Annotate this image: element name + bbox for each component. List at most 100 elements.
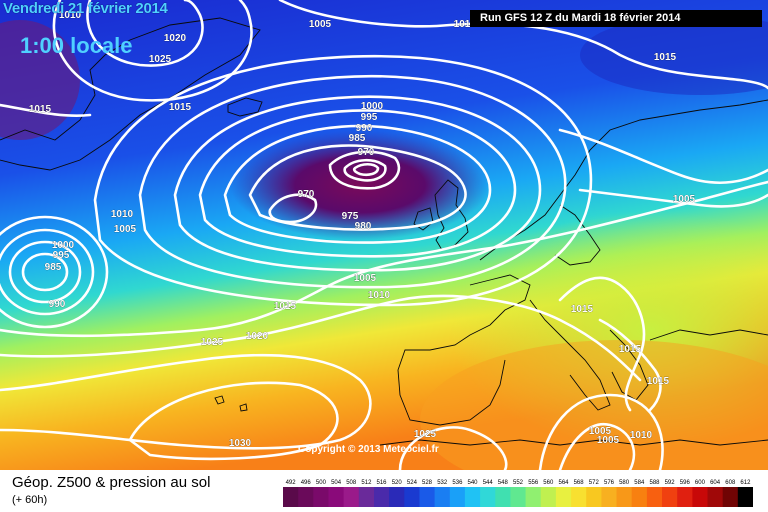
pressure-label: 990 xyxy=(49,299,66,310)
legend-swatch xyxy=(343,487,360,507)
isobar-1020-band xyxy=(0,294,642,382)
copyright-notice: Copyright © 2013 Meteociel.fr xyxy=(298,444,439,455)
isobar-1025-greenland xyxy=(86,0,204,67)
pressure-label: 985 xyxy=(45,262,62,273)
pressure-label: 970 xyxy=(358,147,375,158)
pressure-label: 1015 xyxy=(274,301,297,312)
legend-swatch xyxy=(707,487,724,507)
pressure-label: 985 xyxy=(349,133,366,144)
legend-tick-label: 536 xyxy=(452,480,463,486)
isobar-985-atlantic xyxy=(248,144,467,231)
legend-tick-label: 556 xyxy=(528,480,539,486)
legend-swatch xyxy=(601,487,618,507)
isobar-1015-greenland xyxy=(0,103,92,117)
legend-swatch xyxy=(328,487,345,507)
legend-swatch xyxy=(358,487,375,507)
pressure-label: 1000 xyxy=(361,101,384,112)
pressure-label: 1005 xyxy=(597,435,620,446)
italy-coast xyxy=(529,299,611,411)
ireland-coast xyxy=(413,207,434,231)
britain-coast xyxy=(434,179,469,251)
legend-tick-labels: 492 496 500 504 508 512 516 520 524 528 532 536 540 5… xyxy=(286,480,751,486)
legend-tick-label: 568 xyxy=(574,480,585,486)
france-iberia-coast xyxy=(397,274,531,426)
pressure-label: 970 xyxy=(298,189,315,200)
pressure-label: 1025 xyxy=(201,337,224,348)
legend-tick-label: 564 xyxy=(558,480,569,486)
pressure-label: 1015 xyxy=(29,104,52,115)
black-sea-coast xyxy=(649,329,768,341)
legend-tick-label: 604 xyxy=(710,480,721,486)
pressure-label: 1010 xyxy=(368,290,391,301)
color-scale-legend: 492 496 500 504 508 512 516 520 524 528 532 536 540 5… xyxy=(283,480,753,507)
legend-swatch xyxy=(571,487,587,507)
legend-swatch xyxy=(495,487,511,507)
legend-swatch xyxy=(283,487,299,507)
isobar-1000-west xyxy=(0,215,109,329)
isobar-1030-azores xyxy=(128,381,339,461)
pressure-label: 980 xyxy=(355,221,372,232)
legend-swatch xyxy=(374,487,390,507)
isobar-970-secondary xyxy=(268,193,318,224)
pressure-label: 1025 xyxy=(149,54,172,65)
legend-swatch xyxy=(646,487,663,507)
baltic-coast xyxy=(554,204,601,266)
pressure-map: 1010 1005 1020 1025 1015 1015 1015 101 1… xyxy=(0,0,768,470)
isobar-975-core xyxy=(343,158,387,182)
isobar-1015-north xyxy=(278,0,768,90)
legend-swatch xyxy=(737,487,753,507)
balkans-coast xyxy=(609,329,649,401)
legend-swatch xyxy=(449,487,466,507)
legend-swatch xyxy=(525,487,542,507)
legend-tick-label: 496 xyxy=(301,480,312,486)
isobar-985-west xyxy=(21,252,69,292)
legend-swatch xyxy=(510,487,527,507)
isobar-1015-balkans xyxy=(558,276,646,412)
isobar-1010-scandinavia xyxy=(558,128,768,184)
pressure-label: 1010 xyxy=(111,209,134,220)
isobar-980-core xyxy=(328,150,401,190)
pressure-label: 1015 xyxy=(169,102,192,113)
pressure-label: 1030 xyxy=(229,438,252,449)
legend-swatch xyxy=(540,487,557,507)
legend-tick-label: 548 xyxy=(498,480,509,486)
legend-tick-label: 524 xyxy=(407,480,418,486)
pressure-label: 1020 xyxy=(246,331,269,342)
pressure-label: 101 xyxy=(454,19,471,30)
pressure-label: 1015 xyxy=(647,376,670,387)
legend-tick-label: 560 xyxy=(543,480,554,486)
pressure-label: 1005 xyxy=(589,426,612,437)
legend-swatch xyxy=(389,487,405,507)
legend-tick-label: 552 xyxy=(513,480,524,486)
geopotential-low-northeast xyxy=(580,15,768,95)
pressure-label: 1015 xyxy=(619,344,642,355)
legend-swatch xyxy=(692,487,709,507)
isobar-1005-mediterranean xyxy=(558,422,636,470)
legend-tick-label: 520 xyxy=(392,480,403,486)
isobar-990-atlantic xyxy=(223,124,492,244)
legend-swatch xyxy=(722,487,739,507)
legend-swatch xyxy=(434,487,451,507)
pressure-label: 975 xyxy=(342,211,359,222)
legend-tick-label: 588 xyxy=(649,480,660,486)
isobar-1025-azores xyxy=(0,353,372,450)
norway-coast xyxy=(479,99,768,261)
legend-tick-label: 540 xyxy=(467,480,478,486)
legend-swatch xyxy=(555,487,572,507)
pressure-label: 1005 xyxy=(354,273,377,284)
pressure-label: 990 xyxy=(356,123,373,134)
isobar-995-atlantic xyxy=(198,109,517,258)
isobar-1010-atlantic xyxy=(93,54,593,307)
pressure-label: 1015 xyxy=(571,304,594,315)
legend-swatch xyxy=(677,487,693,507)
legend-swatch xyxy=(616,487,633,507)
legend-tick-label: 504 xyxy=(331,480,342,486)
isobar-1005-scandinavia xyxy=(578,188,768,208)
isobar-1010-mediterranean xyxy=(538,393,664,470)
isobar-990-west xyxy=(8,240,82,304)
forecast-time: 1:00 locale xyxy=(20,33,133,58)
pressure-label: 1000 xyxy=(52,240,75,251)
legend-swatch xyxy=(464,487,481,507)
legend-tick-label: 532 xyxy=(437,480,448,486)
